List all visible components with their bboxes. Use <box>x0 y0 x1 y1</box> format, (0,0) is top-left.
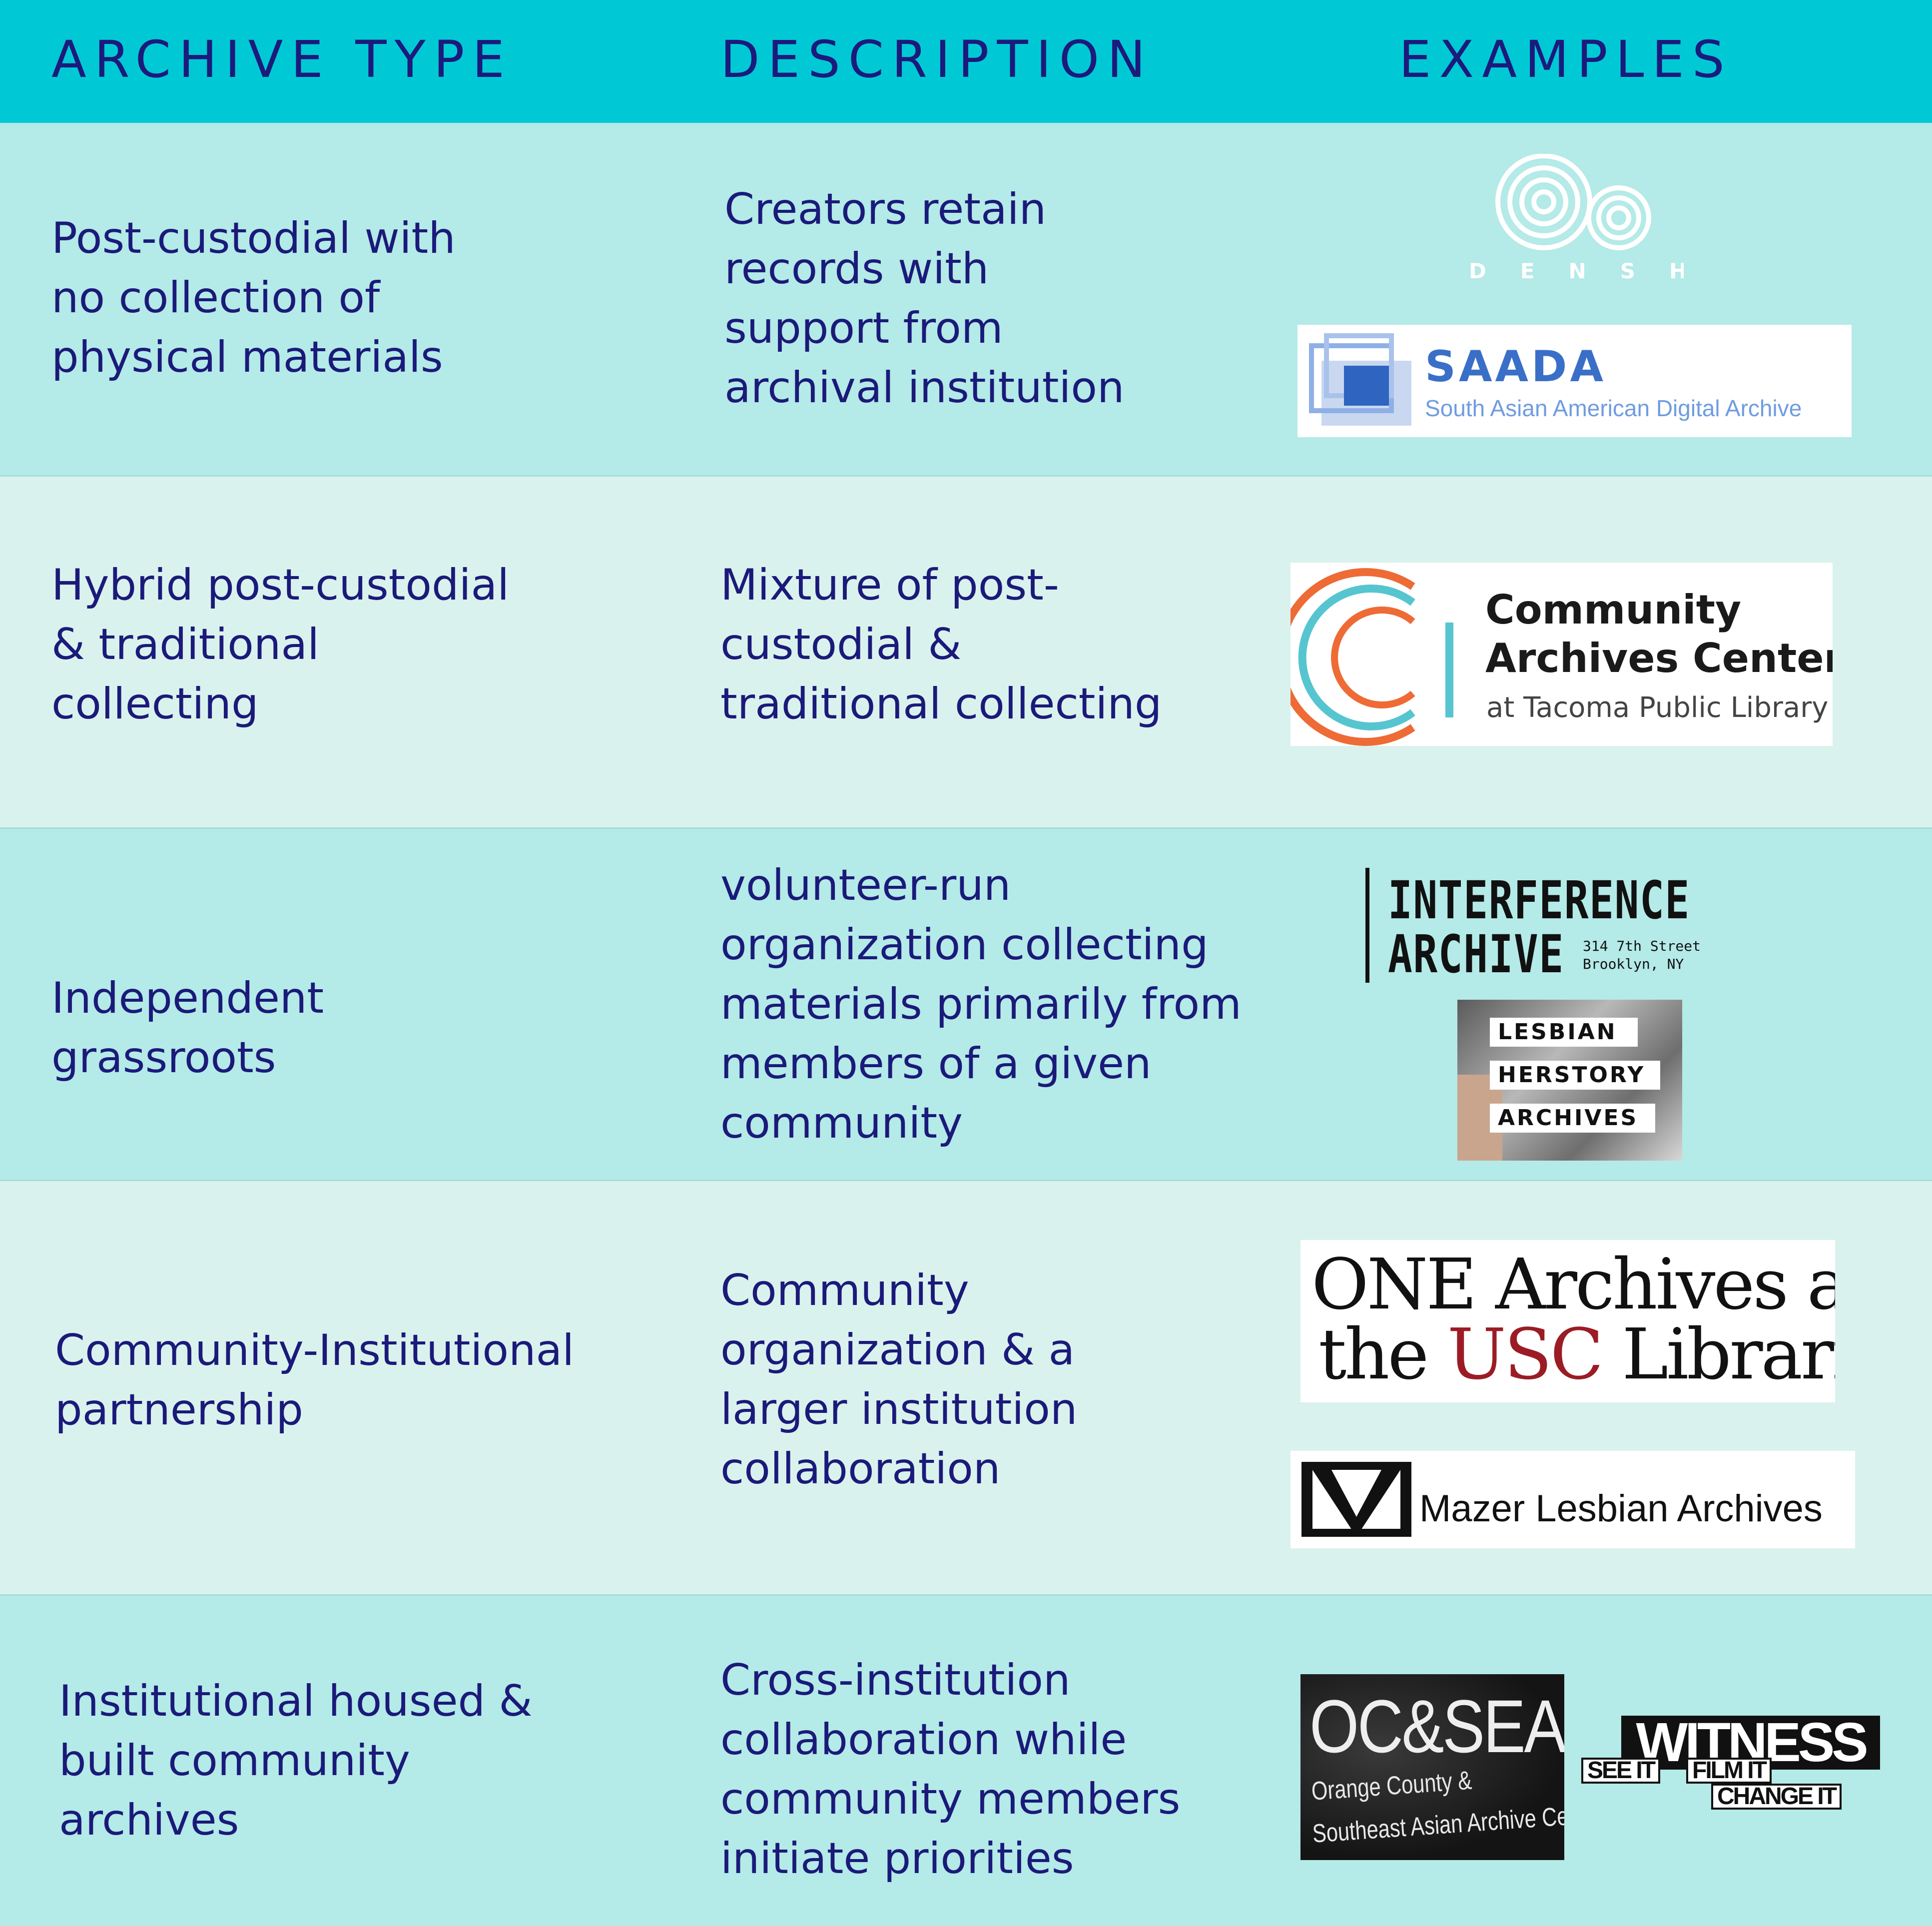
archive-type-cell: Institutional housed & built community a… <box>59 1676 533 1845</box>
cac-rings-icon <box>1290 568 1453 746</box>
witness-film-it: FILM IT <box>1686 1758 1772 1784</box>
ocseaa-background <box>1300 1674 1564 1860</box>
interference-line1: INTERFERENCE <box>1388 870 1690 931</box>
cac-line3: at Tacoma Public Library <box>1486 691 1829 724</box>
interference-bar <box>1365 868 1369 983</box>
header-description: DESCRIPTION <box>720 30 1154 89</box>
ocseaa-logo: OC&SEAA Orange County & Southeast Asian … <box>1300 1674 1564 1860</box>
archive-type-cell: Post-custodial with no collection of phy… <box>51 213 456 382</box>
interference-address-street: 314 7th Street <box>1583 938 1701 954</box>
header-examples: EXAMPLES <box>1399 30 1733 89</box>
interference-address-city: Brooklyn, NY <box>1583 956 1684 972</box>
densho-logo: DENSHŌ <box>1469 154 1684 289</box>
table-row: Independent grassroots volunteer-run org… <box>0 827 1932 1181</box>
ocseaa-wordmark: OC&SEAA <box>1309 1684 1564 1768</box>
table-row: Post-custodial with no collection of phy… <box>0 123 1932 475</box>
description-cell: Cross-institution collaboration while co… <box>720 1655 1181 1884</box>
one-archives-line2: the USC Libraries <box>1318 1314 1835 1395</box>
one-archives-usc-logo: ONE Archives at the USC Libraries <box>1300 1240 1835 1402</box>
mazer-lesbian-archives-logo: Mazer Lesbian Archives <box>1290 1451 1855 1548</box>
one-archives-usc: USC <box>1447 1314 1604 1395</box>
archive-type-cell: Independent grassroots <box>51 973 324 1083</box>
table-row: Hybrid post-custodial & traditional coll… <box>0 475 1932 829</box>
table-header: ARCHIVE TYPE DESCRIPTION EXAMPLES <box>0 0 1932 123</box>
saada-squares-icon <box>1309 333 1411 426</box>
cac-line2: Archives Center <box>1485 635 1833 681</box>
header-archive-type: ARCHIVE TYPE <box>51 30 513 89</box>
densho-circles-icon <box>1495 154 1651 250</box>
lha-line1: LESBIAN <box>1490 1018 1638 1047</box>
mazer-wordmark: Mazer Lesbian Archives <box>1419 1487 1823 1530</box>
archive-type-cell: Hybrid post-custodial & traditional coll… <box>51 560 510 729</box>
archive-type-cell: Community-Institutional partnership <box>55 1325 575 1435</box>
mazer-m-icon <box>1301 1462 1411 1537</box>
one-archives-line1: ONE Archives at <box>1311 1244 1835 1325</box>
lha-line2: HERSTORY <box>1490 1061 1660 1090</box>
saada-logo: SAADA South Asian American Digital Archi… <box>1297 325 1852 437</box>
interference-line2: ARCHIVE <box>1388 924 1564 985</box>
lesbian-herstory-archives-logo: LESBIAN HERSTORY ARCHIVES <box>1457 1000 1682 1161</box>
description-cell: Mixture of post- custodial & traditional… <box>720 560 1162 729</box>
lha-line3: ARCHIVES <box>1490 1104 1655 1133</box>
witness-logo: WITNESS SEE IT FILM IT CHANGE IT <box>1581 1716 1881 1831</box>
table-row: Institutional housed & built community a… <box>0 1594 1932 1926</box>
one-archives-the: the <box>1318 1314 1447 1395</box>
densho-wordmark: DENSHŌ <box>1469 259 1684 283</box>
cac-line1: Community <box>1485 587 1742 633</box>
witness-change-it: CHANGE IT <box>1711 1784 1842 1810</box>
interference-archive-logo: INTERFERENCE ARCHIVE 314 7th Street Broo… <box>1365 868 1740 988</box>
table-row: Community-Institutional partnership Comm… <box>0 1180 1932 1596</box>
community-archives-center-logo: Community Archives Center at Tacoma Publ… <box>1290 563 1833 746</box>
witness-see-it: SEE IT <box>1581 1758 1661 1784</box>
saada-subtitle: South Asian American Digital Archive <box>1425 395 1802 421</box>
one-archives-libraries: Libraries <box>1622 1314 1835 1395</box>
saada-title: SAADA <box>1425 342 1606 392</box>
description-cell: Community organization & a larger instit… <box>720 1266 1078 1494</box>
description-cell: Creators retain records with support fro… <box>724 184 1125 413</box>
description-cell: volunteer-run organization collecting ma… <box>720 860 1242 1148</box>
